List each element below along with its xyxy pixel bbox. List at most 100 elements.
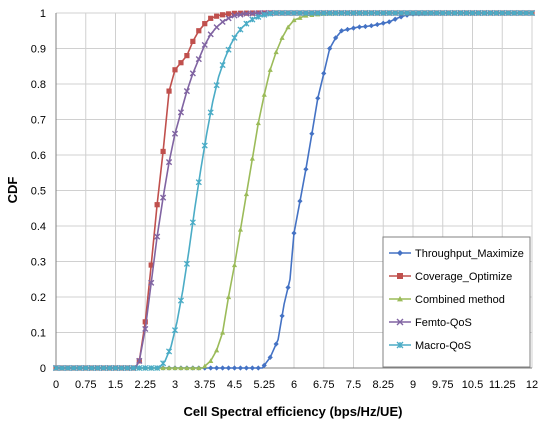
data-point bbox=[130, 364, 137, 372]
data-point bbox=[285, 24, 291, 30]
data-point bbox=[160, 365, 166, 371]
data-point bbox=[142, 325, 149, 333]
data-point bbox=[499, 9, 506, 17]
data-point bbox=[88, 364, 95, 372]
data-point bbox=[220, 329, 226, 335]
data-point bbox=[439, 9, 446, 17]
data-point bbox=[52, 364, 60, 372]
x-tick-label: 7.5 bbox=[346, 379, 361, 391]
data-point bbox=[201, 41, 208, 49]
data-point bbox=[213, 24, 220, 31]
data-point bbox=[273, 341, 279, 347]
data-point bbox=[380, 20, 386, 26]
data-point bbox=[171, 130, 179, 137]
data-point bbox=[279, 35, 285, 40]
data-point bbox=[207, 31, 214, 38]
data-point bbox=[457, 9, 464, 17]
legend-entry: Macro-QoS bbox=[389, 340, 471, 352]
data-point bbox=[214, 347, 220, 353]
data-point bbox=[291, 17, 297, 23]
data-point bbox=[225, 294, 232, 300]
data-point bbox=[237, 10, 244, 16]
data-point bbox=[142, 364, 149, 372]
data-point bbox=[481, 9, 488, 17]
data-point bbox=[231, 12, 238, 19]
data-point bbox=[160, 360, 167, 367]
y-tick-label: 0.6 bbox=[31, 150, 46, 162]
data-point bbox=[392, 16, 398, 22]
data-point bbox=[386, 9, 393, 17]
data-point bbox=[380, 9, 387, 17]
data-point bbox=[267, 354, 273, 360]
data-point bbox=[374, 9, 381, 17]
data-point bbox=[403, 9, 411, 17]
data-point bbox=[243, 20, 250, 27]
data-point bbox=[118, 364, 125, 372]
data-point bbox=[267, 67, 273, 72]
data-point bbox=[172, 365, 178, 371]
y-tick-label: 0.4 bbox=[31, 221, 46, 233]
legend-marker bbox=[397, 296, 403, 302]
data-point bbox=[344, 26, 351, 33]
data-point bbox=[207, 109, 214, 116]
data-point bbox=[255, 13, 262, 20]
data-point bbox=[333, 35, 339, 41]
data-point bbox=[279, 9, 286, 17]
data-point bbox=[469, 9, 476, 17]
x-tick-label: 10.5 bbox=[462, 379, 483, 391]
data-point bbox=[350, 9, 357, 17]
data-point bbox=[249, 10, 256, 17]
x-axis-title: Cell Spectral efficiency (bps/Hz/UE) bbox=[184, 404, 403, 419]
data-point bbox=[237, 26, 244, 33]
x-tick-label: 9.75 bbox=[432, 379, 453, 391]
data-point bbox=[172, 67, 178, 73]
y-tick-label: 0.3 bbox=[31, 257, 46, 269]
data-point bbox=[356, 9, 363, 17]
data-point bbox=[374, 21, 380, 28]
data-point bbox=[297, 198, 303, 204]
data-point bbox=[219, 62, 226, 69]
y-tick-label: 0.8 bbox=[31, 79, 46, 91]
data-point bbox=[184, 53, 190, 59]
data-point bbox=[338, 9, 345, 17]
y-tick-label: 0.5 bbox=[31, 186, 46, 198]
data-point bbox=[183, 260, 190, 267]
data-point bbox=[237, 226, 244, 232]
data-point bbox=[165, 348, 173, 355]
series-4 bbox=[52, 9, 536, 372]
data-point bbox=[273, 9, 280, 17]
legend-marker bbox=[396, 318, 404, 326]
legend-label: Combined method bbox=[415, 294, 505, 306]
data-point bbox=[171, 327, 179, 334]
data-point bbox=[177, 109, 185, 116]
x-tick-label: 3.75 bbox=[194, 379, 215, 391]
data-point bbox=[297, 15, 303, 20]
legend-entry: Throughput_Maximize bbox=[389, 248, 524, 260]
data-point bbox=[190, 38, 196, 44]
data-point bbox=[148, 279, 155, 286]
data-point bbox=[528, 9, 536, 17]
data-point bbox=[255, 120, 261, 126]
y-tick-label: 0 bbox=[40, 363, 46, 375]
x-tick-label: 8.25 bbox=[373, 379, 394, 391]
data-point bbox=[214, 365, 220, 371]
data-point bbox=[302, 9, 309, 17]
series-line bbox=[56, 12, 532, 369]
legend-marker bbox=[397, 273, 403, 279]
data-point bbox=[219, 18, 226, 25]
data-point bbox=[70, 364, 77, 372]
data-point bbox=[225, 15, 232, 22]
data-point bbox=[386, 19, 392, 25]
data-point bbox=[332, 9, 339, 17]
y-tick-label: 1 bbox=[40, 8, 46, 20]
y-tick-label: 0.7 bbox=[31, 115, 46, 127]
data-point bbox=[202, 21, 208, 27]
x-tick-label: 12 bbox=[526, 379, 538, 391]
data-point bbox=[487, 9, 494, 17]
data-point bbox=[261, 11, 268, 18]
data-point bbox=[433, 9, 440, 17]
data-point bbox=[255, 365, 261, 371]
data-point bbox=[202, 363, 208, 369]
